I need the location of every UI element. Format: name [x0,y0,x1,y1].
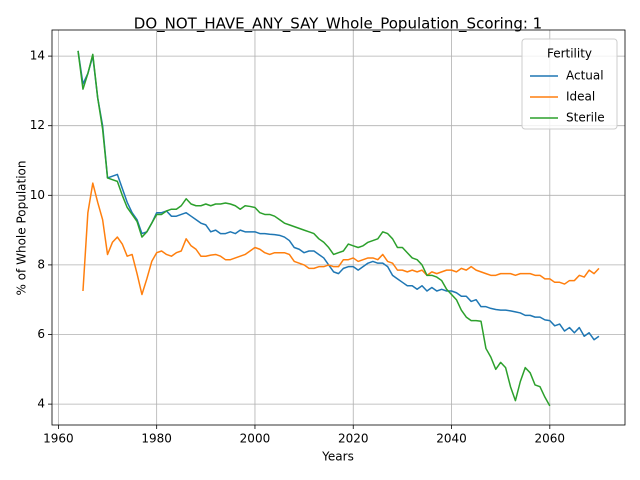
y-tick-label: 10 [30,188,45,202]
legend-label: Actual [566,69,604,83]
chart-title: DO_NOT_HAVE_ANY_SAY_Whole_Population_Sco… [134,15,542,34]
series-line [82,182,600,296]
legend-label: Ideal [566,90,595,104]
x-tick-label: 2000 [240,432,271,446]
legend-label: Sterile [566,111,605,125]
x-tick-label: 2040 [436,432,467,446]
legend-box [521,38,618,130]
x-tick-label: 2060 [535,432,566,446]
series-line [77,50,551,407]
y-tick-label: 8 [37,257,45,271]
x-tick-label: 2020 [338,432,369,446]
plot-frame [51,29,626,426]
y-tick-label: 4 [37,397,45,411]
legend-title: Fertility [547,47,592,61]
y-tick-label: 6 [37,327,45,341]
y-tick-label: 12 [30,118,45,132]
x-axis-label: Years [321,450,354,464]
x-tick-label: 1960 [43,432,74,446]
x-tick-label: 1980 [141,432,172,446]
y-tick-label: 14 [30,49,45,63]
y-axis-label: % of Whole Population [15,161,29,296]
